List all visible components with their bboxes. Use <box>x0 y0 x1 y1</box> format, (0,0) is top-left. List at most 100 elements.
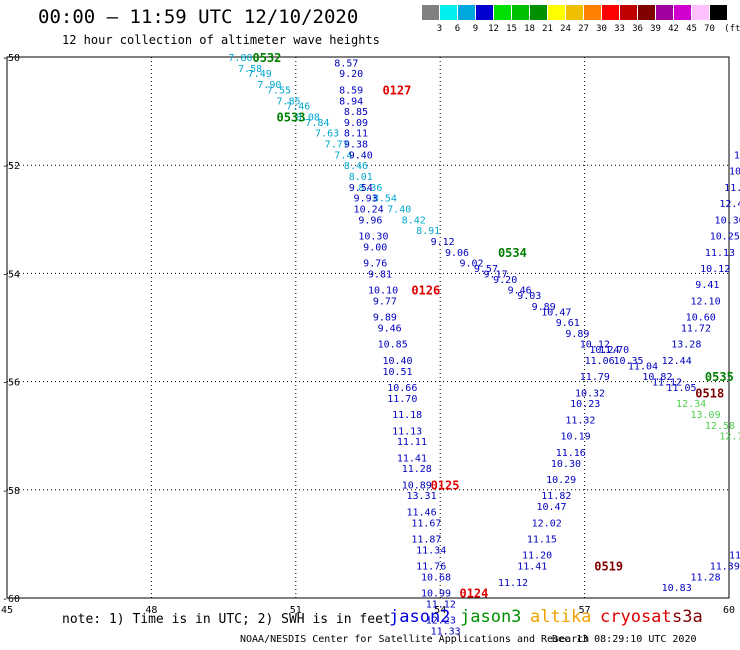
swh-value: 7.4 <box>334 150 352 161</box>
swh-value: 10.85 <box>378 340 408 351</box>
swh-value: 11.04 <box>628 361 658 372</box>
lon-tick-label: 54 <box>434 605 446 616</box>
lat-tick-label: -56 <box>2 378 20 389</box>
swh-value: 9.77 <box>373 296 397 307</box>
swh-value: 12.76 <box>719 432 740 443</box>
pass-time-label: 0518 <box>695 386 724 400</box>
scale-swatch <box>710 5 727 20</box>
swh-value: 11.13 <box>705 248 735 259</box>
legend-jason2: jason2 <box>389 607 451 627</box>
swh-value: 7.40 <box>387 204 411 215</box>
swh-value: 11.46 <box>407 507 437 518</box>
swh-value: 11.12 <box>652 378 682 389</box>
scale-label: 15 <box>506 24 517 34</box>
scale-swatch <box>530 5 547 20</box>
swh-value: 11.12 <box>498 578 528 589</box>
swh-value: 12.58 <box>705 421 735 432</box>
swh-value: 7.46 <box>286 102 310 113</box>
swh-value: 10.30 <box>358 232 388 243</box>
scale-swatch <box>674 5 691 20</box>
swh-value: 10.10 <box>368 286 398 297</box>
pass-time-label: 0125 <box>431 478 460 492</box>
swh-value: 10.83 <box>662 583 692 594</box>
swh-value: 11.82 <box>541 491 571 502</box>
scale-swatch <box>440 5 457 20</box>
swh-value: 10.68 <box>421 572 451 583</box>
swh-value: 10.24 <box>589 345 619 356</box>
swh-value: 8.57 <box>334 58 358 69</box>
swh-value: 9.20 <box>493 275 517 286</box>
swh-value: 10.51 <box>382 367 412 378</box>
swh-value: 11.16 <box>556 448 586 459</box>
scale-label: 30 <box>596 24 607 34</box>
swh-value: 12.42 <box>719 199 740 210</box>
swh-value: 9.38 <box>344 140 368 151</box>
pass-time-label: 0126 <box>411 284 440 298</box>
page-title: 00:00 – 11:59 UTC 12/10/2020 <box>38 6 359 28</box>
swh-value: 10.93 <box>739 134 740 145</box>
legend-jason3: jason3 <box>460 607 522 627</box>
lat-tick-label: -58 <box>2 486 20 497</box>
scale-label: 33 <box>614 24 625 34</box>
swh-value: 7.55 <box>267 85 291 96</box>
swh-value: 9.96 <box>358 215 382 226</box>
scale-label: 12 <box>488 24 499 34</box>
swh-value: 9.76 <box>363 259 387 270</box>
lat-tick-label: -60 <box>2 594 20 605</box>
swh-value: 10.36 <box>715 215 740 226</box>
swh-value: 11.70 <box>599 345 629 356</box>
swh-value: 10.30 <box>551 459 581 470</box>
swh-value: 7.58 <box>238 64 262 75</box>
swh-value: 10.35 <box>613 356 643 367</box>
swh-value: 7.80 <box>228 53 252 64</box>
swh-value: 11.11 <box>397 437 427 448</box>
scale-swatch <box>494 5 511 20</box>
swh-value: 11.75 <box>729 551 740 562</box>
scale-label: 9 <box>472 24 479 34</box>
scale-label: 36 <box>632 24 643 34</box>
lon-tick-label: 51 <box>290 605 302 616</box>
swh-value: 11.05 <box>666 383 696 394</box>
scale-swatch <box>602 5 619 20</box>
footer-credit: NOAA/NESDIS Center for Satellite Applica… <box>240 634 590 645</box>
scale-swatch <box>548 5 565 20</box>
swh-value: 7.90 <box>257 80 281 91</box>
scale-label: 27 <box>578 24 589 34</box>
scale-label: 24 <box>560 24 571 34</box>
scale-swatch <box>476 5 493 20</box>
swh-value: 10.40 <box>382 356 412 367</box>
swh-value: 8.01 <box>349 172 373 183</box>
swh-value: 7.84 <box>305 118 329 129</box>
swh-value: 8.46 <box>344 161 368 172</box>
lon-tick-label: 48 <box>145 605 157 616</box>
swh-value: 7.77 <box>325 140 349 151</box>
scale-label: 6 <box>454 24 461 34</box>
swh-value: 11.06 <box>585 356 615 367</box>
swh-value: 10.66 <box>387 383 417 394</box>
swh-value: 9.12 <box>431 237 455 248</box>
scale-swatch <box>422 5 439 20</box>
swh-value: 12.34 <box>676 399 706 410</box>
swh-value: 12.02 <box>532 518 562 529</box>
swh-value: 11.28 <box>402 464 432 475</box>
swh-value: 11.72 <box>681 324 711 335</box>
scale-label: 45 <box>686 24 697 34</box>
swh-value: 11.15 <box>527 534 557 545</box>
swh-value: 11.28 <box>690 572 720 583</box>
swh-value: 11.76 <box>416 562 446 573</box>
swh-value: 11.67 <box>411 518 441 529</box>
scale-label: 42 <box>668 24 679 34</box>
swh-value: 8.54 <box>373 194 397 205</box>
swh-value: 9.61 <box>556 318 580 329</box>
swh-value: 8.59 <box>339 85 363 96</box>
pass-time-label: 0535 <box>705 370 734 384</box>
page-subtitle: 12 hour collection of altimeter wave hei… <box>62 33 380 47</box>
swh-value: 11.87 <box>411 534 441 545</box>
swh-value: 9.06 <box>445 248 469 259</box>
swh-value: 10.33 <box>729 167 740 178</box>
swh-value: 9.03 <box>517 291 541 302</box>
swh-value: 11.91 <box>724 183 740 194</box>
swh-value: 11.41 <box>397 453 427 464</box>
swh-value: 9.89 <box>565 329 589 340</box>
swh-value: 7.49 <box>248 69 272 80</box>
